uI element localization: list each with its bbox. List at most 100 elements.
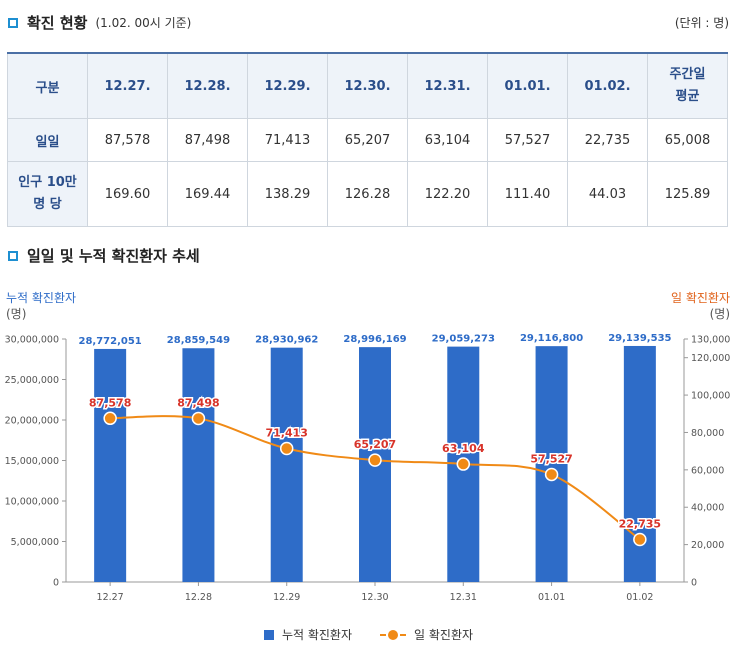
bar-data-label: 28,772,051 — [79, 336, 142, 347]
row-label-per-100k: 인구 10만 명 당 — [7, 161, 88, 227]
table-cell: 126.28 — [327, 161, 408, 227]
row-label-line2: 명 당 — [33, 197, 62, 212]
bar-data-label: 28,996,169 — [343, 334, 406, 345]
row-label-line1: 인구 10만 — [18, 175, 77, 190]
header-weekly-average: 주간일 평균 — [647, 52, 728, 119]
table-cell-average: 65,008 — [647, 118, 728, 162]
left-tick-label: 30,000,000 — [5, 335, 59, 346]
table-cell: 65,207 — [327, 118, 408, 162]
right-tick-label: 20,000 — [691, 540, 724, 551]
left-tick-label: 0 — [53, 578, 59, 589]
right-tick-label: 130,000 — [691, 335, 730, 346]
header-date: 12.29. — [247, 52, 328, 119]
header-avg-line1: 주간일 — [669, 67, 706, 82]
left-tick-label: 5,000,000 — [11, 537, 59, 548]
x-tick-label: 12.31 — [450, 592, 477, 603]
bar-data-label: 29,059,273 — [432, 334, 495, 345]
x-tick-label: 01.02 — [626, 592, 653, 603]
header-date: 01.01. — [487, 52, 568, 119]
left-tick-label: 25,000,000 — [5, 375, 59, 386]
line-data-label: 22,735 — [619, 518, 661, 531]
right-tick-label: 60,000 — [691, 465, 724, 476]
status-table: 구분 12.27. 12.28. 12.29. 12.30. 12.31. 01… — [7, 52, 728, 227]
point-daily — [456, 457, 471, 471]
table-cell: 44.03 — [567, 161, 648, 227]
table-cell: 22,735 — [567, 118, 648, 162]
header-date: 12.27. — [87, 52, 168, 119]
line-data-label: 87,498 — [177, 396, 219, 409]
left-axis-title: 누적 확진환자 — [6, 291, 76, 305]
legend-item-cumulative: 누적 확진환자 — [263, 626, 353, 643]
x-tick-label: 12.30 — [361, 592, 388, 603]
section-square-icon — [8, 250, 18, 261]
header-date: 12.31. — [407, 52, 488, 119]
right-tick-label: 120,000 — [691, 353, 730, 364]
table-cell: 87,498 — [167, 118, 248, 162]
table-row-per-100k: 인구 10만 명 당 169.60 169.44 138.29 126.28 1… — [7, 161, 728, 227]
point-daily — [633, 532, 647, 547]
table-cell: 71,413 — [247, 118, 328, 162]
header-date: 01.02. — [567, 52, 648, 119]
table-cell: 122.20 — [407, 161, 488, 227]
header-avg-line2: 평균 — [675, 89, 700, 104]
table-cell: 169.60 — [87, 161, 168, 227]
point-daily — [279, 441, 294, 456]
bar-data-label: 28,859,549 — [167, 335, 230, 346]
table-row-daily: 일일 87,578 87,498 71,413 65,207 63,104 57… — [7, 118, 728, 162]
bar-cumulative — [182, 348, 215, 582]
right-tick-label: 0 — [691, 578, 697, 589]
table-cell: 87,578 — [87, 118, 168, 162]
line-data-label: 63,104 — [442, 442, 485, 455]
row-label-daily: 일일 — [7, 118, 88, 162]
header-date: 12.28. — [167, 52, 248, 119]
right-axis-title: 일 확진환자 — [671, 291, 730, 305]
unit-note: (단위 : 명) — [674, 16, 729, 30]
left-axis-unit: (명) — [6, 307, 26, 321]
trend-chart: 누적 확진환자 (명) 일 확진환자 (명) 0 5,000,000 10,000,… — [5, 291, 731, 603]
table-cell-average: 125.89 — [647, 161, 728, 227]
legend-item-daily: 일 확진환자 — [380, 626, 473, 643]
header-category: 구분 — [7, 52, 88, 119]
right-tick-label: 40,000 — [691, 503, 724, 514]
left-tick-label: 10,000,000 — [5, 497, 59, 508]
bar-cumulative — [270, 347, 303, 582]
right-tick-label: 100,000 — [691, 391, 730, 402]
status-section-title: 확진 현황 — [27, 14, 88, 32]
left-tick-label: 20,000,000 — [5, 416, 59, 427]
bar-data-label: 29,139,535 — [608, 333, 671, 344]
x-tick-label: 12.28 — [185, 592, 212, 603]
legend-bar-swatch — [263, 629, 274, 640]
left-tick-label: 15,000,000 — [5, 456, 59, 467]
bar-cumulative — [623, 345, 656, 582]
table-cell: 111.40 — [487, 161, 568, 227]
point-daily — [368, 453, 382, 467]
chart-legend: 누적 확진환자 일 확진환자 — [0, 626, 737, 643]
section-square-icon — [8, 17, 18, 28]
right-axis-unit: (명) — [710, 307, 730, 321]
x-tick-label: 01.01 — [538, 592, 565, 603]
bar-data-label: 29,116,800 — [520, 333, 583, 344]
line-data-label: 71,413 — [265, 427, 307, 440]
point-daily — [191, 411, 206, 426]
x-tick-label: 12.27 — [97, 592, 124, 603]
status-section-header: 확진 현황 (1.02. 00시 기준) — [8, 12, 191, 33]
x-tick-label: 12.29 — [273, 592, 300, 603]
header-date: 12.30. — [327, 52, 408, 119]
point-daily — [544, 467, 559, 482]
bar-data-label: 28,930,962 — [255, 335, 318, 346]
point-daily — [103, 411, 117, 426]
bar-cumulative — [535, 346, 568, 582]
table-cell: 138.29 — [247, 161, 328, 227]
legend-label: 누적 확진환자 — [281, 628, 353, 642]
table-cell: 57,527 — [487, 118, 568, 162]
bar-cumulative — [94, 348, 127, 582]
trend-section-header: 일일 및 누적 확진환자 추세 — [8, 245, 200, 266]
table-cell: 169.44 — [167, 161, 248, 227]
line-data-label: 87,578 — [89, 396, 131, 409]
line-data-label: 57,527 — [530, 452, 572, 465]
table-header-row: 구분 12.27. 12.28. 12.29. 12.30. 12.31. 01… — [7, 52, 728, 119]
trend-section-title: 일일 및 누적 확진환자 추세 — [27, 247, 200, 265]
legend-label: 일 확진환자 — [414, 628, 474, 642]
line-data-label: 65,207 — [354, 438, 396, 451]
right-tick-label: 80,000 — [691, 428, 724, 439]
